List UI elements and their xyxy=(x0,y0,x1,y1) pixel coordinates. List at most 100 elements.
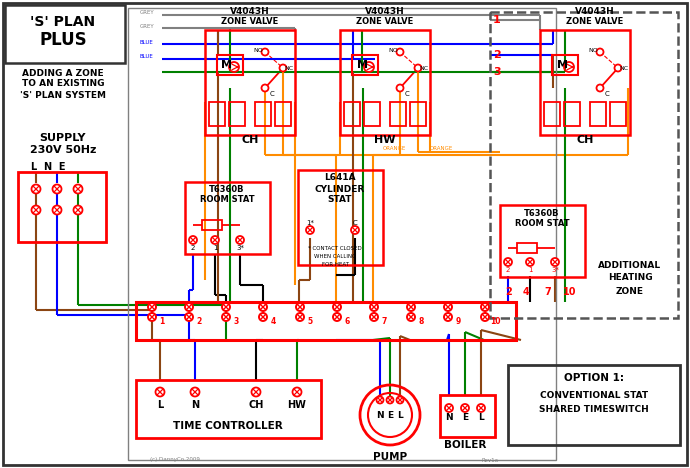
Circle shape xyxy=(189,236,197,244)
Text: NO: NO xyxy=(253,49,263,53)
Text: V4043H: V4043H xyxy=(365,7,405,16)
Circle shape xyxy=(333,303,341,311)
Circle shape xyxy=(259,303,267,311)
Circle shape xyxy=(148,303,156,311)
Bar xyxy=(136,302,516,340)
Bar xyxy=(540,30,630,135)
Text: E: E xyxy=(387,410,393,419)
Bar xyxy=(217,55,243,75)
Circle shape xyxy=(74,184,83,193)
Bar xyxy=(18,172,106,242)
Bar xyxy=(544,102,560,126)
Bar xyxy=(440,395,495,437)
Text: 1: 1 xyxy=(159,316,165,326)
Circle shape xyxy=(397,49,404,56)
Text: L641A: L641A xyxy=(324,174,356,183)
Circle shape xyxy=(415,65,422,72)
Circle shape xyxy=(32,205,41,214)
Text: 9: 9 xyxy=(455,316,461,326)
Text: NC: NC xyxy=(284,66,293,71)
Circle shape xyxy=(306,226,314,234)
Text: N: N xyxy=(191,400,199,410)
Text: 7: 7 xyxy=(544,287,551,297)
Text: T6360B: T6360B xyxy=(209,185,245,195)
Bar xyxy=(390,102,406,126)
Text: * CONTACT CLOSED: * CONTACT CLOSED xyxy=(308,246,362,250)
Text: Rev1a: Rev1a xyxy=(482,458,499,462)
Text: CYLINDER: CYLINDER xyxy=(315,184,365,193)
Text: L: L xyxy=(157,400,163,410)
Text: 3*: 3* xyxy=(551,267,559,273)
Text: GREY: GREY xyxy=(140,10,155,15)
Circle shape xyxy=(551,258,559,266)
Text: 1: 1 xyxy=(493,15,501,25)
Text: SUPPLY: SUPPLY xyxy=(40,133,86,143)
Text: NC: NC xyxy=(620,66,629,71)
Circle shape xyxy=(407,313,415,321)
Text: 3*: 3* xyxy=(236,245,244,251)
Bar xyxy=(5,5,125,63)
Text: 'S' PLAN SYSTEM: 'S' PLAN SYSTEM xyxy=(20,90,106,100)
Text: NO: NO xyxy=(588,49,598,53)
Text: 6: 6 xyxy=(344,316,350,326)
Text: ADDITIONAL: ADDITIONAL xyxy=(598,261,662,270)
Circle shape xyxy=(481,303,489,311)
Text: ORANGE: ORANGE xyxy=(383,146,406,151)
Circle shape xyxy=(615,65,622,72)
Text: CH: CH xyxy=(241,135,259,145)
Text: L: L xyxy=(397,410,403,419)
Text: 5: 5 xyxy=(308,316,313,326)
Text: L: L xyxy=(478,414,484,423)
Circle shape xyxy=(526,258,534,266)
Circle shape xyxy=(504,258,512,266)
Circle shape xyxy=(185,313,193,321)
Text: E: E xyxy=(462,414,468,423)
Text: BLUE: BLUE xyxy=(140,54,154,59)
Text: SHARED TIMESWITCH: SHARED TIMESWITCH xyxy=(539,405,649,415)
Bar xyxy=(564,102,580,126)
Text: HEATING: HEATING xyxy=(608,273,652,283)
Text: 2: 2 xyxy=(191,245,195,251)
Text: 2: 2 xyxy=(506,287,513,297)
Text: ROOM STAT: ROOM STAT xyxy=(515,219,569,227)
Text: WHEN CALLING: WHEN CALLING xyxy=(314,254,356,258)
Text: V4043H: V4043H xyxy=(575,7,615,16)
Circle shape xyxy=(236,236,244,244)
Text: C: C xyxy=(270,91,275,97)
Circle shape xyxy=(370,313,378,321)
Text: FOR HEAT: FOR HEAT xyxy=(322,262,348,266)
Bar xyxy=(185,182,270,254)
Circle shape xyxy=(407,303,415,311)
Text: 1: 1 xyxy=(528,267,532,273)
Text: CH: CH xyxy=(248,400,264,410)
Text: ORANGE: ORANGE xyxy=(430,146,453,151)
Circle shape xyxy=(596,85,604,92)
Text: 'S' PLAN: 'S' PLAN xyxy=(30,15,95,29)
Text: C: C xyxy=(353,220,357,226)
Text: 1: 1 xyxy=(213,245,217,251)
Bar xyxy=(410,102,426,126)
Bar xyxy=(298,170,383,265)
Circle shape xyxy=(445,404,453,412)
Text: ZONE VALVE: ZONE VALVE xyxy=(221,17,279,27)
Circle shape xyxy=(377,396,384,403)
Text: CONVENTIONAL STAT: CONVENTIONAL STAT xyxy=(540,390,648,400)
Circle shape xyxy=(397,396,404,403)
Bar xyxy=(229,102,245,126)
Circle shape xyxy=(596,49,604,56)
Circle shape xyxy=(351,226,359,234)
Circle shape xyxy=(461,404,469,412)
Circle shape xyxy=(74,205,83,214)
Bar xyxy=(500,205,585,277)
Bar xyxy=(136,380,321,438)
Circle shape xyxy=(333,313,341,321)
Circle shape xyxy=(190,388,199,396)
Circle shape xyxy=(52,205,61,214)
Text: OPTION 1:: OPTION 1: xyxy=(564,373,624,383)
Text: GREY: GREY xyxy=(140,23,155,29)
Text: 3: 3 xyxy=(233,316,239,326)
Text: STAT: STAT xyxy=(328,196,353,205)
Bar xyxy=(552,55,578,75)
Text: 8: 8 xyxy=(418,316,424,326)
Bar xyxy=(517,243,537,253)
